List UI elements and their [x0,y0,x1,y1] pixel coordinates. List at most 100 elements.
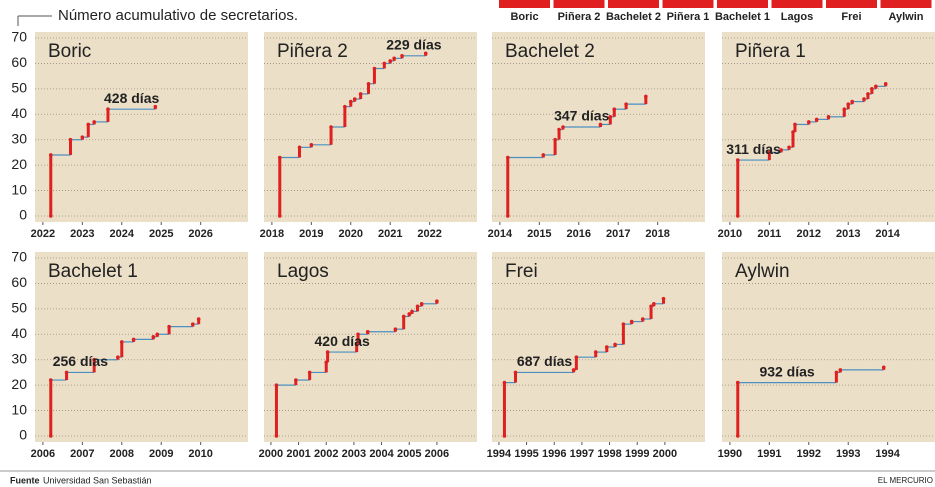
x-tick-label: 2006 [31,448,55,460]
point [352,97,357,101]
legend-swatch [553,0,605,8]
point [608,115,613,119]
y-tick-label: 40 [11,105,27,121]
annotation: 687 días [517,353,572,369]
x-tick-label: 2018 [260,228,284,240]
point [343,104,347,109]
point [277,155,282,160]
panel-title: Piñera 1 [735,41,806,62]
x-tick-label: 2009 [149,448,173,460]
point [767,150,772,155]
point [557,127,561,132]
x-tick-label: 2016 [567,228,591,240]
legend-label: Bachelet 1 [715,11,770,23]
point [571,368,576,372]
point [294,378,298,382]
point [48,378,53,382]
point [64,370,69,375]
panel-title: Frei [505,261,538,282]
point [735,158,740,162]
x-tick-label: 2022 [417,228,441,240]
legend-label: Aylwin [888,11,923,23]
x-tick-label: 2010 [188,448,212,460]
point [309,143,314,147]
source: Universidad San Sebastián [43,475,152,485]
chart-title: Número acumulativo de secretarios. [58,7,298,24]
point [593,350,598,354]
point [329,125,333,129]
x-tick-label: 1990 [718,448,742,460]
point [561,125,565,129]
point [86,122,91,127]
legend-swatch [662,0,714,8]
point [505,214,510,218]
x-tick-label: 2000 [259,448,283,460]
point [423,51,428,56]
point [850,99,854,104]
point [356,332,360,337]
point [48,153,53,157]
x-tick-label: 2020 [339,228,363,240]
x-tick-label: 2002 [314,448,338,460]
point [407,312,412,316]
legend-swatch [771,0,823,8]
y-tick-label: 10 [11,181,27,197]
y-tick-label: 0 [19,427,27,443]
point [502,380,507,385]
x-tick-label: 2012 [797,228,821,240]
point [735,434,740,438]
point [388,59,393,63]
point [155,332,160,337]
legend-label: Frei [841,11,861,23]
point [502,434,507,438]
panel-title: Aylwin [735,261,790,282]
point [393,327,398,332]
point [842,107,847,111]
point [541,153,546,157]
point [119,340,124,344]
x-tick-label: 2022 [31,228,55,240]
point [358,92,363,96]
x-tick-label: 1996 [542,448,566,460]
legend-label: Boric [510,11,538,23]
point [621,322,626,326]
point [604,345,609,349]
point [613,342,617,347]
x-tick-label: 2010 [718,228,742,240]
point [435,299,439,304]
y-tick-label: 40 [11,325,27,341]
point [68,137,73,142]
x-tick-label: 2019 [299,228,323,240]
point [846,102,851,106]
y-tick-label: 30 [11,130,27,146]
point [735,214,740,218]
x-tick-label: 1997 [570,448,594,460]
point [196,317,201,321]
panel-title: Piñera 2 [277,41,348,62]
point [131,337,136,342]
brand: EL MERCURIO [878,476,933,485]
x-tick-label: 2006 [425,448,449,460]
point [401,314,406,319]
y-tick-label: 10 [11,401,27,417]
point [400,54,404,58]
y-tick-label: 50 [11,80,27,96]
point [48,214,53,218]
point [167,324,171,329]
point [80,135,85,139]
y-tick-label: 20 [11,156,27,172]
x-tick-label: 2014 [875,228,900,240]
y-tick-label: 60 [11,274,27,290]
annotation: 229 días [386,37,441,53]
point [415,304,420,309]
y-tick-label: 60 [11,54,27,70]
x-tick-label: 1993 [836,448,860,460]
point [274,383,279,387]
point [735,380,740,385]
x-tick-label: 2021 [378,228,402,240]
point [365,329,370,334]
x-tick-label: 1999 [625,448,649,460]
source-label: Fuente [10,475,40,485]
point [277,214,282,218]
point [629,319,634,324]
